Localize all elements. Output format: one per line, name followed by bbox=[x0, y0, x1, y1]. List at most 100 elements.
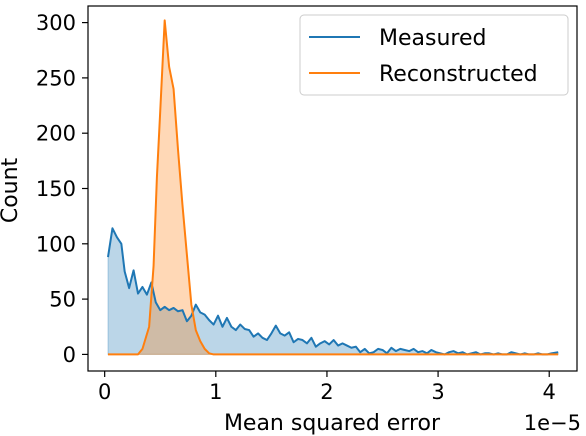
data-point-reconstructed bbox=[169, 66, 170, 67]
data-point-measured bbox=[395, 350, 396, 351]
x-tick-label: 2 bbox=[320, 380, 333, 404]
data-point-measured bbox=[558, 352, 559, 353]
data-point-measured bbox=[231, 326, 232, 327]
data-point-measured bbox=[293, 342, 294, 343]
x-tick-label: 3 bbox=[431, 380, 444, 404]
data-point-measured bbox=[462, 352, 463, 353]
data-point-measured bbox=[342, 343, 343, 344]
legend-label-reconstructed: Reconstructed bbox=[379, 62, 538, 87]
data-point-reconstructed bbox=[226, 354, 227, 355]
data-point-measured bbox=[186, 321, 187, 322]
data-point-measured bbox=[364, 348, 365, 349]
data-point-measured bbox=[413, 348, 414, 349]
data-point-measured bbox=[271, 333, 272, 334]
data-point-reconstructed bbox=[437, 354, 438, 355]
data-point-measured bbox=[191, 315, 192, 316]
data-point-reconstructed bbox=[173, 88, 174, 89]
y-tick-label: 150 bbox=[36, 177, 76, 201]
data-point-measured bbox=[297, 338, 298, 339]
data-point-measured bbox=[262, 337, 263, 338]
data-point-measured bbox=[222, 326, 223, 327]
data-point-measured bbox=[351, 347, 352, 348]
data-point-measured bbox=[475, 352, 476, 353]
data-point-measured bbox=[107, 256, 108, 257]
data-point-measured bbox=[511, 352, 512, 353]
legend-box bbox=[299, 14, 569, 96]
x-axis: 0 1 2 3 4 bbox=[98, 371, 556, 404]
data-point-measured bbox=[164, 306, 165, 307]
x-tick-label: 0 bbox=[98, 380, 111, 404]
data-point-reconstructed bbox=[200, 341, 201, 342]
data-point-reconstructed bbox=[142, 348, 143, 349]
data-point-measured bbox=[422, 350, 423, 351]
data-point-measured bbox=[315, 346, 316, 347]
data-point-measured bbox=[160, 310, 161, 311]
y-tick-label: 200 bbox=[36, 122, 76, 146]
data-point-measured bbox=[284, 335, 285, 336]
data-point-measured bbox=[337, 345, 338, 346]
data-point-measured bbox=[249, 329, 250, 330]
data-point-measured bbox=[133, 270, 134, 271]
data-point-measured bbox=[289, 332, 290, 333]
data-point-measured bbox=[306, 343, 307, 344]
y-tick-label: 300 bbox=[36, 11, 76, 35]
data-point-reconstructed bbox=[382, 354, 383, 355]
y-tick-label: 250 bbox=[36, 66, 76, 90]
data-point-measured bbox=[449, 352, 450, 353]
data-point-measured bbox=[209, 320, 210, 321]
x-axis-offset-label: 1e−5 bbox=[524, 411, 581, 435]
data-point-reconstructed bbox=[195, 329, 196, 330]
data-point-measured bbox=[280, 333, 281, 334]
x-axis-label: Mean squared error bbox=[224, 411, 441, 436]
data-point-reconstructed bbox=[217, 354, 218, 355]
data-point-measured bbox=[302, 339, 303, 340]
data-point-reconstructed bbox=[160, 110, 161, 111]
data-point-measured bbox=[417, 352, 418, 353]
data-point-reconstructed bbox=[156, 177, 157, 178]
data-point-measured bbox=[320, 343, 321, 344]
data-point-reconstructed bbox=[149, 326, 150, 327]
series-lines bbox=[107, 19, 559, 356]
data-point-measured bbox=[373, 352, 374, 353]
data-point-reconstructed bbox=[237, 354, 238, 355]
data-point-measured bbox=[253, 336, 254, 337]
data-point-measured bbox=[329, 344, 330, 345]
data-point-measured bbox=[182, 310, 183, 311]
data-point-measured bbox=[137, 293, 138, 294]
data-point-reconstructed bbox=[177, 149, 178, 150]
data-point-measured bbox=[324, 341, 325, 342]
data-point-reconstructed bbox=[213, 354, 214, 355]
data-point-measured bbox=[124, 271, 125, 272]
data-point-measured bbox=[257, 333, 258, 334]
x-tick-label: 4 bbox=[543, 380, 556, 404]
data-point-measured bbox=[275, 325, 276, 326]
data-point-measured bbox=[244, 328, 245, 329]
data-point-measured bbox=[400, 348, 401, 349]
data-point-measured bbox=[213, 324, 214, 325]
data-point-measured bbox=[431, 349, 432, 350]
data-point-reconstructed bbox=[164, 20, 165, 21]
data-point-measured bbox=[409, 350, 410, 351]
line-reconstructed bbox=[108, 19, 559, 356]
data-point-reconstructed bbox=[271, 354, 272, 355]
data-point-reconstructed bbox=[182, 204, 183, 205]
data-point-measured bbox=[177, 311, 178, 312]
data-point-measured bbox=[266, 339, 267, 340]
data-point-measured bbox=[435, 352, 436, 353]
data-point-reconstructed bbox=[191, 304, 192, 305]
data-point-reconstructed bbox=[186, 254, 187, 255]
data-point-measured bbox=[355, 346, 356, 347]
data-point-measured bbox=[169, 310, 170, 311]
data-point-reconstructed bbox=[222, 354, 223, 355]
data-point-reconstructed bbox=[204, 348, 205, 349]
x-tick-label: 1 bbox=[209, 380, 222, 404]
data-point-measured bbox=[142, 286, 143, 287]
y-tick-label: 100 bbox=[36, 232, 76, 256]
data-point-measured bbox=[217, 315, 218, 316]
data-point-reconstructed bbox=[209, 353, 210, 354]
data-point-measured bbox=[360, 352, 361, 353]
data-point-measured bbox=[240, 324, 241, 325]
data-point-measured bbox=[195, 304, 196, 305]
data-point-measured bbox=[235, 329, 236, 330]
data-point-measured bbox=[204, 314, 205, 315]
